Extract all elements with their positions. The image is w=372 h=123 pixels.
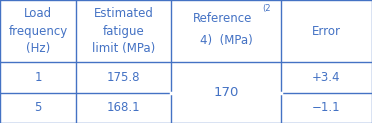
Text: 4)  (MPa): 4) (MPa) [200, 34, 252, 47]
Text: 168.1: 168.1 [107, 101, 141, 114]
Text: 1: 1 [34, 71, 42, 84]
Text: (2: (2 [263, 4, 271, 13]
Text: Estimated
fatigue
limit (MPa): Estimated fatigue limit (MPa) [92, 7, 155, 55]
Text: −1.1: −1.1 [312, 101, 341, 114]
Text: 170: 170 [213, 86, 239, 99]
Text: Load
frequency
(Hz): Load frequency (Hz) [9, 7, 68, 55]
Text: +3.4: +3.4 [312, 71, 341, 84]
Text: 5: 5 [35, 101, 42, 114]
Text: Reference: Reference [193, 12, 252, 25]
Text: 175.8: 175.8 [107, 71, 141, 84]
Text: Error: Error [312, 25, 341, 38]
